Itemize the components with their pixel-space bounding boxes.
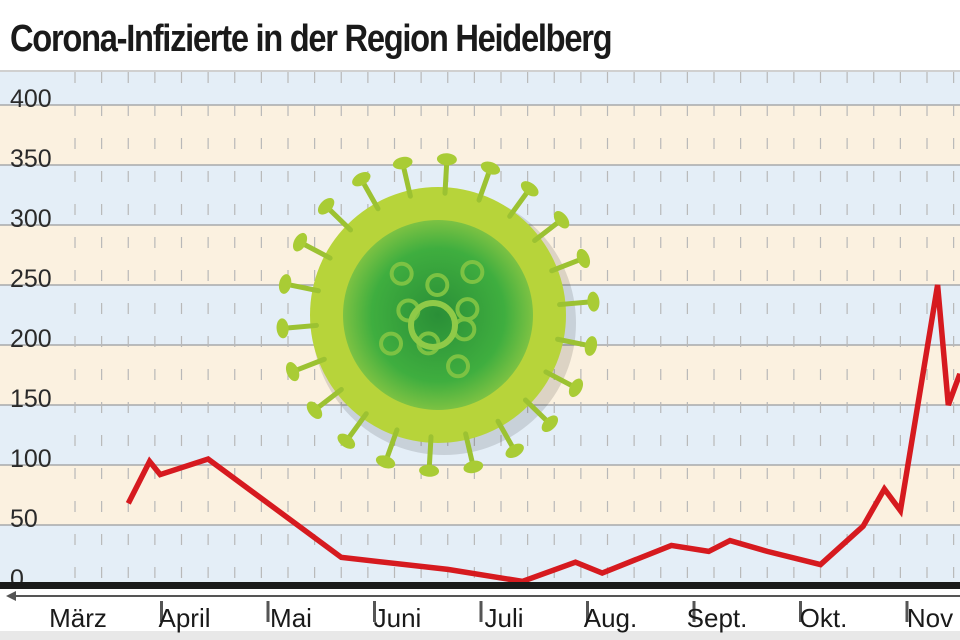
virus-protein <box>389 261 414 286</box>
spike <box>476 171 491 203</box>
virus-protein <box>425 273 450 298</box>
spike <box>327 207 354 233</box>
spike <box>347 411 369 439</box>
spike-head <box>285 362 300 382</box>
spike-head <box>419 464 440 477</box>
axis-arrow-left-icon <box>6 591 16 601</box>
virus-protein <box>379 331 404 356</box>
y-tick-label: 50 <box>10 505 38 533</box>
x-tick-label: Sept. <box>687 603 748 633</box>
x-tick-label: Nov <box>907 603 953 633</box>
title-divider <box>0 70 960 72</box>
spike-head <box>541 415 559 433</box>
spike <box>288 282 321 294</box>
y-tick-label: 350 <box>10 145 52 173</box>
x-tick-label: Okt. <box>800 603 848 633</box>
grid-band <box>0 72 960 105</box>
spike-head <box>278 274 292 294</box>
x-tick-label: Juni <box>374 603 422 633</box>
grid-band <box>0 105 960 165</box>
spike <box>426 434 434 468</box>
spike <box>316 386 344 410</box>
spike <box>522 397 549 423</box>
spike-head <box>337 433 356 449</box>
x-tick-label: Mai <box>270 603 312 633</box>
spike <box>385 427 400 459</box>
spike-head <box>553 211 570 229</box>
spike <box>555 336 588 348</box>
spike-head <box>576 248 591 268</box>
spike <box>286 322 319 331</box>
spike <box>549 258 581 274</box>
y-tick-label: 400 <box>10 85 52 113</box>
virus-illustration <box>276 153 600 477</box>
spike <box>401 166 413 199</box>
virus-protein <box>446 354 471 379</box>
chart-title: Corona-Infizierte in der Region Heidelbe… <box>10 18 613 60</box>
spike <box>463 431 475 464</box>
spike <box>302 242 333 261</box>
spike-head <box>463 460 484 474</box>
spike <box>507 191 529 219</box>
series-layer <box>125 284 960 585</box>
x-tick-label: April <box>158 603 210 633</box>
virus-protein <box>408 300 458 350</box>
y-tick-label: 200 <box>10 325 52 353</box>
x-axis: März April Mai Juni Juli Aug. Sept. Okt. Nov <box>0 582 960 640</box>
spike-head <box>375 455 396 469</box>
spike <box>295 356 327 372</box>
spike-head <box>352 171 371 187</box>
spike <box>361 181 381 212</box>
spike-head <box>568 378 584 398</box>
y-tick-label: 150 <box>10 385 52 413</box>
virus-core <box>343 220 533 410</box>
spike-head <box>584 336 598 356</box>
x-tick-label: Aug. <box>584 603 638 633</box>
spike-head <box>436 153 457 166</box>
spike-head <box>392 156 413 170</box>
x-tick-label: Juli <box>484 603 523 633</box>
spike-head <box>317 197 335 215</box>
spike <box>532 220 560 244</box>
spike-head <box>480 161 501 175</box>
x-axis-line <box>0 582 960 589</box>
spike <box>495 418 515 449</box>
y-tick-label: 100 <box>10 445 52 473</box>
x-tick-label: März <box>49 603 107 633</box>
spike-head <box>520 181 539 197</box>
spike-head <box>505 443 524 459</box>
spike <box>442 162 450 196</box>
spike-head <box>306 401 323 419</box>
spike <box>557 299 590 308</box>
virus-protein <box>455 297 480 322</box>
spike-head <box>292 232 308 252</box>
spike-head <box>276 318 289 339</box>
y-tick-label: 250 <box>10 265 52 293</box>
bottom-strip <box>0 631 960 640</box>
spike <box>543 369 574 388</box>
y-tick-label: 300 <box>10 205 52 233</box>
spike-head <box>587 291 600 312</box>
virus-protein <box>460 260 485 285</box>
